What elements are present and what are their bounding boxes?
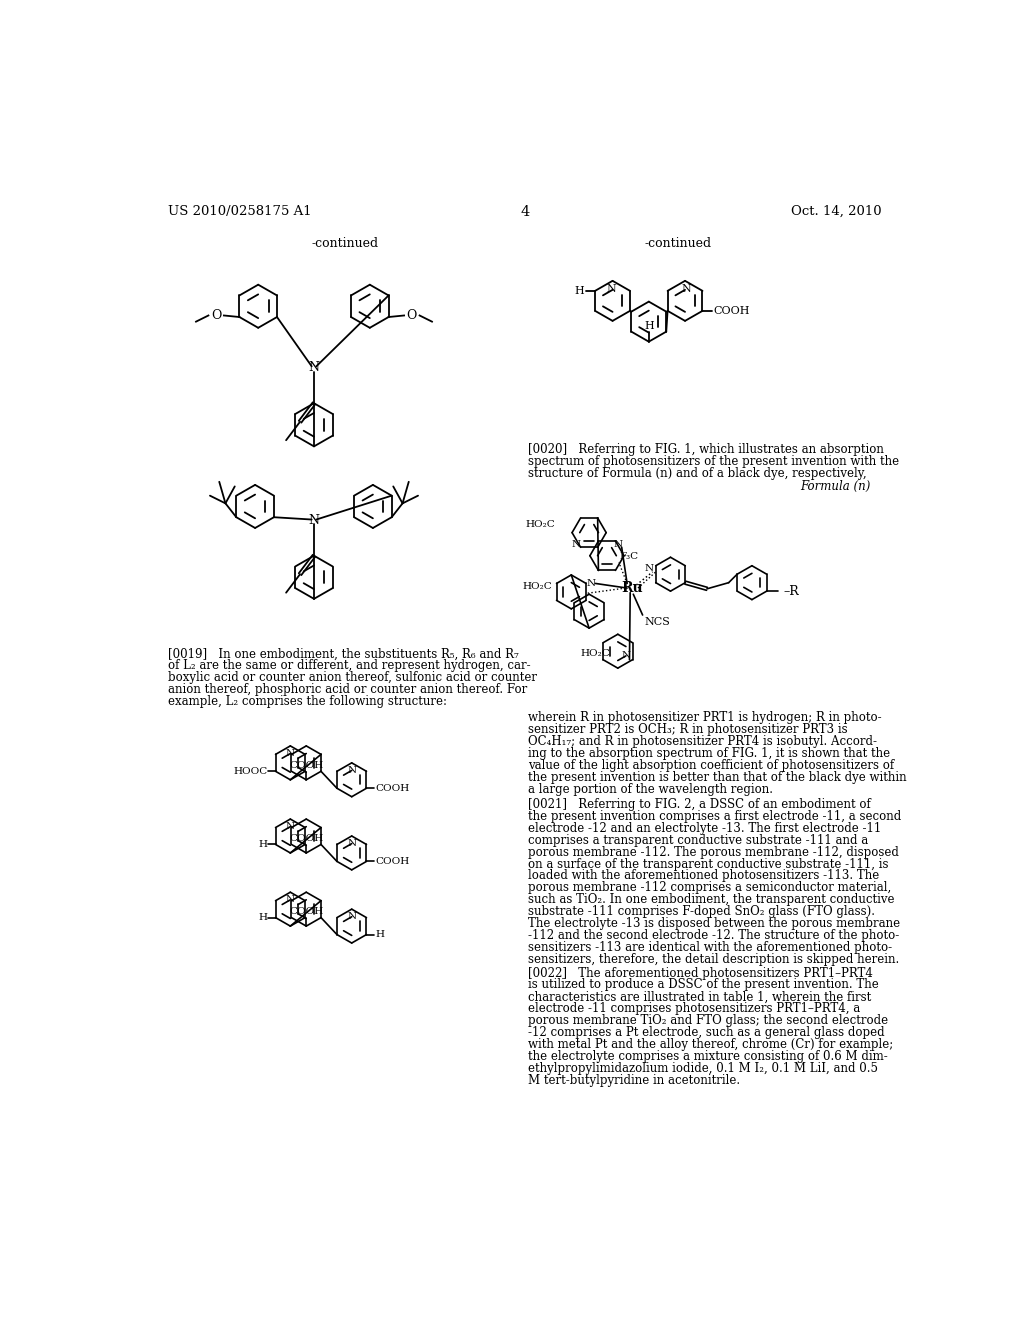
- Text: H: H: [574, 286, 585, 296]
- Text: M tert-butylpyridine in acetonitrile.: M tert-butylpyridine in acetonitrile.: [528, 1074, 740, 1086]
- Text: N: N: [286, 822, 295, 832]
- Text: N: N: [571, 540, 581, 549]
- Text: porous membrane ‑112 comprises a semiconductor material,: porous membrane ‑112 comprises a semicon…: [528, 882, 891, 895]
- Text: –R: –R: [783, 585, 800, 598]
- Text: COOH: COOH: [289, 760, 324, 770]
- Text: US 2010/0258175 A1: US 2010/0258175 A1: [168, 205, 312, 218]
- Text: such as TiO₂. In one embodiment, the transparent conductive: such as TiO₂. In one embodiment, the tra…: [528, 894, 894, 907]
- Text: O: O: [211, 309, 221, 322]
- Text: N: N: [347, 766, 356, 775]
- Text: COOH: COOH: [376, 784, 410, 793]
- Text: COOH: COOH: [376, 857, 410, 866]
- Text: H: H: [259, 840, 268, 849]
- Text: characteristics are illustrated in table 1, wherein the first: characteristics are illustrated in table…: [528, 990, 871, 1003]
- Text: sensitizers ‑113 are identical with the aforementioned photo-: sensitizers ‑113 are identical with the …: [528, 941, 892, 954]
- Text: the present invention is better than that of the black dye within: the present invention is better than tha…: [528, 771, 906, 784]
- Text: electrode ‑11 comprises photosensitizers PRT1–PRT4, a: electrode ‑11 comprises photosensitizers…: [528, 1002, 860, 1015]
- Text: The electrolyte ‑13 is disposed between the porous membrane: The electrolyte ‑13 is disposed between …: [528, 917, 900, 931]
- Text: HO₂C: HO₂C: [525, 520, 555, 529]
- Text: a large portion of the wavelength region.: a large portion of the wavelength region…: [528, 783, 773, 796]
- Text: comprises a transparent conductive substrate ‑111 and a: comprises a transparent conductive subst…: [528, 834, 868, 846]
- Text: loaded with the aforementioned photosensitizers ‑113. The: loaded with the aforementioned photosens…: [528, 870, 880, 883]
- Text: N: N: [586, 579, 595, 587]
- Text: F₃C: F₃C: [620, 552, 639, 561]
- Text: anion thereof, phosphoric acid or counter anion thereof. For: anion thereof, phosphoric acid or counte…: [168, 684, 527, 696]
- Text: [0021]   Referring to FIG. 2, a DSSC of an embodiment of: [0021] Referring to FIG. 2, a DSSC of an…: [528, 797, 870, 810]
- Text: N: N: [308, 513, 319, 527]
- Text: sensitizer PRT2 is OCH₃; R in photosensitizer PRT3 is: sensitizer PRT2 is OCH₃; R in photosensi…: [528, 723, 848, 737]
- Text: N: N: [622, 651, 631, 660]
- Text: sensitizers, therefore, the detail description is skipped herein.: sensitizers, therefore, the detail descr…: [528, 953, 899, 966]
- Text: OC₄H₁₇; and R in photosensitizer PRT4 is isobutyl. Accord-: OC₄H₁₇; and R in photosensitizer PRT4 is…: [528, 735, 877, 748]
- Text: HO₂C: HO₂C: [581, 649, 610, 657]
- Text: the present invention comprises a first electrode ‑11, a second: the present invention comprises a first …: [528, 810, 901, 822]
- Text: N: N: [286, 750, 295, 758]
- Text: H: H: [644, 321, 653, 331]
- Text: O: O: [407, 309, 417, 322]
- Text: spectrum of photosensitizers of the present invention with the: spectrum of photosensitizers of the pres…: [528, 455, 899, 469]
- Text: HO₂C: HO₂C: [522, 582, 552, 591]
- Text: value of the light absorption coefficient of photosensitizers of: value of the light absorption coefficien…: [528, 759, 894, 772]
- Text: substrate ‑111 comprises F-doped SnO₂ glass (FTO glass).: substrate ‑111 comprises F-doped SnO₂ gl…: [528, 906, 874, 919]
- Text: COOH: COOH: [289, 834, 324, 842]
- Text: [0019]   In one embodiment, the substituents R₅, R₆ and R₇: [0019] In one embodiment, the substituen…: [168, 647, 519, 660]
- Text: N: N: [682, 284, 691, 294]
- Text: N: N: [347, 912, 356, 921]
- Text: -continued: -continued: [311, 236, 379, 249]
- Text: boxylic acid or counter anion thereof, sulfonic acid or counter: boxylic acid or counter anion thereof, s…: [168, 671, 538, 684]
- Text: N: N: [606, 284, 615, 294]
- Text: porous membrane ‑112. The porous membrane ‑112, disposed: porous membrane ‑112. The porous membran…: [528, 846, 899, 858]
- Text: ‑12 comprises a Pt electrode, such as a general glass doped: ‑12 comprises a Pt electrode, such as a …: [528, 1026, 885, 1039]
- Text: H: H: [376, 931, 385, 939]
- Text: N: N: [308, 362, 319, 375]
- Text: wherein R in photosensitizer PRT1 is hydrogen; R in photo-: wherein R in photosensitizer PRT1 is hyd…: [528, 711, 882, 725]
- Text: [0022]   The aforementioned photosensitizers PRT1–PRT4: [0022] The aforementioned photosensitize…: [528, 966, 872, 979]
- Text: ‑112 and the second electrode ‑12. The structure of the photo-: ‑112 and the second electrode ‑12. The s…: [528, 929, 899, 942]
- Text: H: H: [259, 913, 268, 923]
- Text: electrode ‑12 and an electrolyte ‑13. The first electrode ‑11: electrode ‑12 and an electrolyte ‑13. Th…: [528, 822, 881, 834]
- Text: porous membrane TiO₂ and FTO glass; the second electrode: porous membrane TiO₂ and FTO glass; the …: [528, 1014, 888, 1027]
- Text: Oct. 14, 2010: Oct. 14, 2010: [791, 205, 882, 218]
- Text: N: N: [645, 565, 654, 573]
- Text: Ru: Ru: [621, 581, 643, 595]
- Text: of L₂ are the same or different, and represent hydrogen, car-: of L₂ are the same or different, and rep…: [168, 659, 530, 672]
- Text: with metal Pt and the alloy thereof, chrome (Cr) for example;: with metal Pt and the alloy thereof, chr…: [528, 1038, 893, 1051]
- Text: ing to the absorption spectrum of FIG. 1, it is shown that the: ing to the absorption spectrum of FIG. 1…: [528, 747, 890, 760]
- Text: the electrolyte comprises a mixture consisting of 0.6 M dim-: the electrolyte comprises a mixture cons…: [528, 1051, 888, 1063]
- Text: N: N: [614, 540, 624, 549]
- Text: is utilized to produce a DSSC of the present invention. The: is utilized to produce a DSSC of the pre…: [528, 978, 879, 991]
- Text: COOH: COOH: [289, 907, 324, 916]
- Text: example, L₂ comprises the following structure:: example, L₂ comprises the following stru…: [168, 696, 447, 708]
- Text: COOH: COOH: [714, 306, 750, 315]
- Text: -continued: -continued: [645, 236, 712, 249]
- Text: HOOC: HOOC: [233, 767, 268, 776]
- Text: on a surface of the transparent conductive substrate ‑111, is: on a surface of the transparent conducti…: [528, 858, 889, 871]
- Text: 4: 4: [520, 205, 529, 219]
- Text: ethylpropylimidazolium iodide, 0.1 M I₂, 0.1 M LiI, and 0.5: ethylpropylimidazolium iodide, 0.1 M I₂,…: [528, 1063, 878, 1074]
- Text: [0020]   Referring to FIG. 1, which illustrates an absorption: [0020] Referring to FIG. 1, which illust…: [528, 444, 884, 457]
- Text: N: N: [347, 840, 356, 849]
- Text: N: N: [286, 895, 295, 904]
- Text: structure of Formula (n) and of a black dye, respectively,: structure of Formula (n) and of a black …: [528, 467, 866, 480]
- Text: Formula (n): Formula (n): [800, 480, 870, 494]
- Text: NCS: NCS: [644, 616, 670, 627]
